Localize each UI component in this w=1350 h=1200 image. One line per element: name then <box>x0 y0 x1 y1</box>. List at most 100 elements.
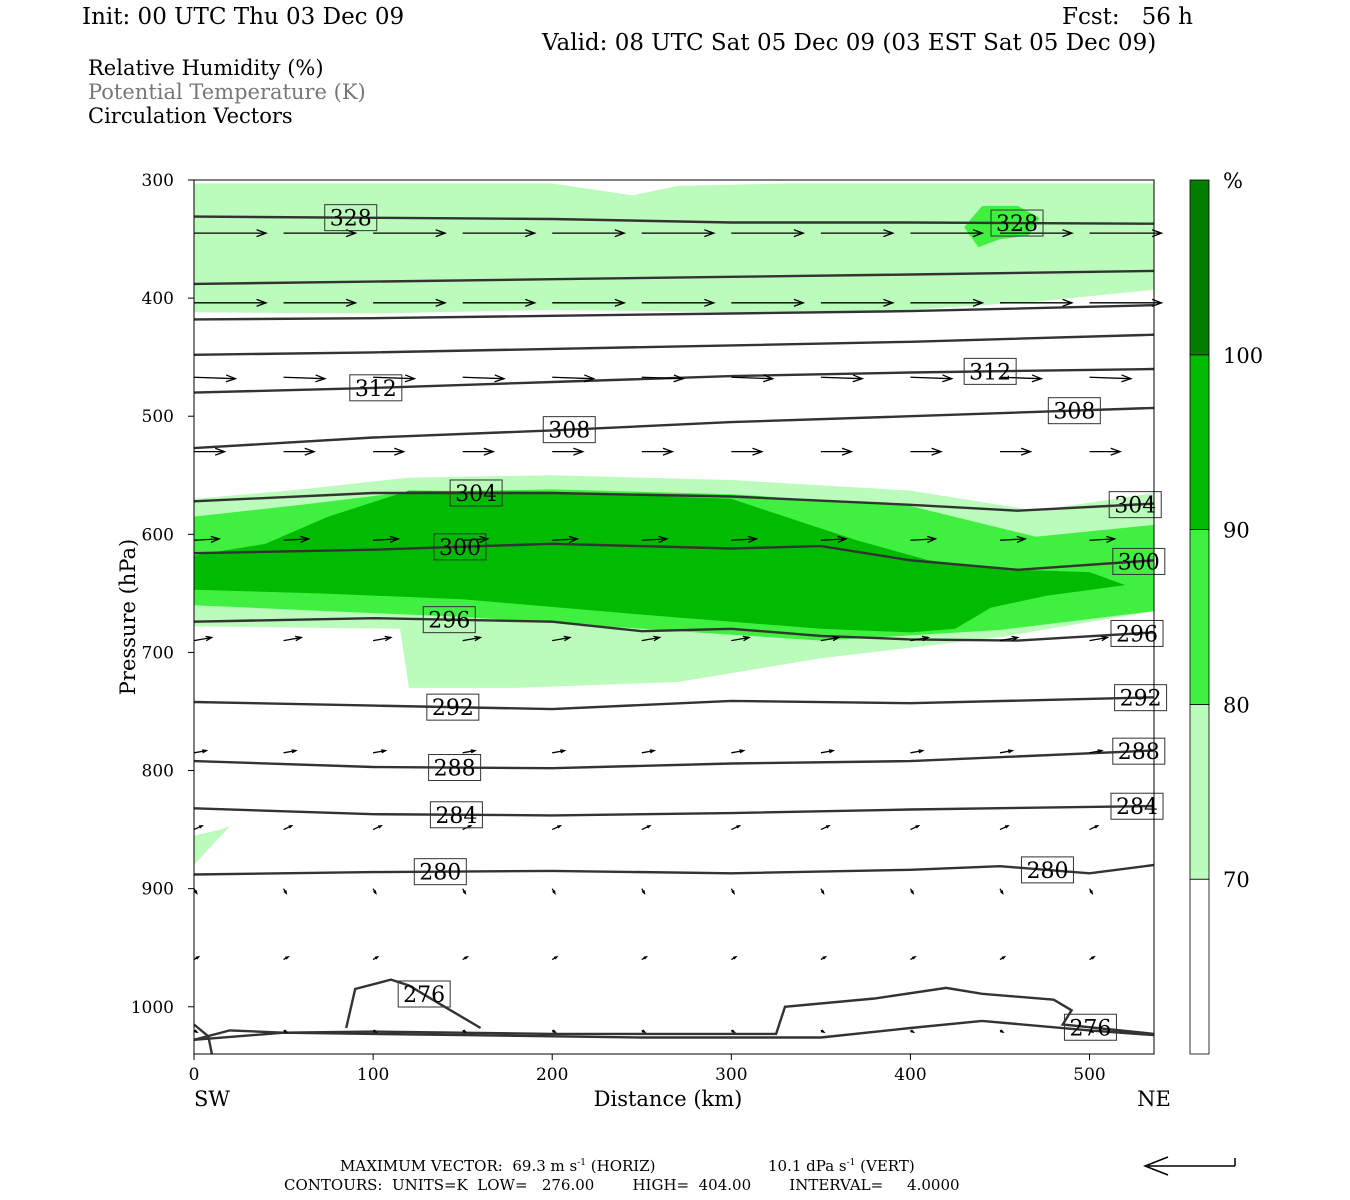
vector-head <box>214 447 227 456</box>
footer-max-vector: MAXIMUM VECTOR: 69.3 m s-1 (HORIZ) <box>340 1157 656 1175</box>
vector-head <box>915 824 921 829</box>
vector-shaft <box>193 376 236 380</box>
vector-head <box>374 955 380 960</box>
x-axis-title: Distance (km) <box>594 1087 743 1111</box>
y-tick-label: 900 <box>142 880 174 900</box>
colorbar-segment <box>1189 704 1210 880</box>
contour-label-box <box>413 858 467 886</box>
valid-time: Valid: 08 UTC Sat 05 Dec 09 (03 EST Sat … <box>542 30 1157 56</box>
y-tick-label: 600 <box>142 525 174 545</box>
contour-label: 276 <box>403 983 445 1008</box>
vector-head <box>910 890 915 895</box>
vector-head <box>304 447 317 456</box>
x-right-label: NE <box>1137 1087 1171 1111</box>
vector-head <box>1020 447 1033 456</box>
vector-head <box>931 447 943 456</box>
vector-head <box>283 1029 289 1034</box>
vector-head <box>731 1029 737 1034</box>
contour-label-box <box>1112 737 1166 765</box>
vector-shaft <box>462 749 476 754</box>
vector-head <box>646 824 652 829</box>
vector-head <box>1151 298 1164 307</box>
y-tick-label: 1000 <box>131 998 174 1018</box>
vector-shaft <box>910 376 952 380</box>
vector-shaft <box>820 538 847 541</box>
y-tick-label: 400 <box>142 289 174 309</box>
colorbar-tick-label: 80 <box>1223 693 1250 717</box>
contour-label-box <box>433 533 487 561</box>
vector-head <box>494 374 506 383</box>
vector-shaft <box>731 376 773 380</box>
vector-head <box>742 635 751 642</box>
theta-contour <box>193 333 1155 356</box>
contour-label: 296 <box>428 609 470 634</box>
vector-head <box>583 374 596 383</box>
theta-contour <box>193 749 1155 770</box>
vector-shaft <box>462 636 481 642</box>
vector-head <box>195 955 201 960</box>
vector-head <box>462 890 467 895</box>
theta-contour <box>193 542 1155 572</box>
contour-label-box <box>429 801 483 829</box>
vector-shaft <box>1089 636 1108 642</box>
contour-label-box <box>1110 792 1164 820</box>
x-tick-label: 200 <box>536 1065 568 1085</box>
vector-head <box>1106 535 1117 543</box>
contour-label-layer: 328 328 312 312 308 308 304 304 300 300 296 296 292 2… <box>324 204 1168 1041</box>
vector-head <box>1004 824 1010 829</box>
vector-shaft <box>372 636 391 642</box>
vector-head <box>553 955 559 960</box>
vector-head <box>560 749 567 754</box>
contour-label: 304 <box>1114 494 1156 519</box>
y-tick-label: 300 <box>142 171 174 191</box>
vector-head <box>194 1029 199 1034</box>
contour-label: 292 <box>432 696 474 721</box>
vector-head <box>384 635 393 642</box>
vector-head <box>793 229 806 238</box>
contour-label: 288 <box>434 757 476 782</box>
y-axis-title: Pressure (hPa) <box>116 539 140 695</box>
vector-head <box>294 635 304 642</box>
plot-frame <box>193 179 1155 1055</box>
vector-head <box>926 535 938 543</box>
vector-head <box>381 749 388 754</box>
vector-head <box>883 298 895 307</box>
vector-head <box>1121 374 1133 383</box>
vector-shaft <box>283 376 325 380</box>
vector-head <box>1091 955 1096 960</box>
vector-head <box>841 447 854 456</box>
vector-shaft <box>820 636 839 642</box>
vector-head <box>198 824 204 829</box>
vector-shaft <box>1089 376 1131 380</box>
colorbar-tick-label: 100 <box>1223 344 1263 368</box>
vector-head <box>1011 635 1020 642</box>
colorbar-segment <box>1189 878 1210 1055</box>
theta-contour <box>193 1019 1155 1041</box>
vector-head <box>918 749 925 754</box>
vector-shaft <box>373 376 415 380</box>
vector-head <box>852 374 865 383</box>
axes-layer: 0 100 200 300 400 500 300 400 500 600 700 800 900 100… <box>116 171 1171 1111</box>
vector-shaft <box>1089 749 1103 754</box>
x-tick-label: 100 <box>357 1065 389 1085</box>
contour-label-box <box>1063 1013 1117 1041</box>
theta-contour <box>193 304 1155 321</box>
vector-head <box>732 955 738 960</box>
theta-contour <box>193 804 1155 817</box>
vector-head <box>641 1029 647 1034</box>
vector-head <box>643 955 649 960</box>
contour-label: 312 <box>355 377 397 402</box>
vector-head <box>972 298 985 307</box>
x-left-label: SW <box>194 1087 230 1111</box>
vector-head <box>1031 374 1044 383</box>
contour-label-box <box>542 416 596 444</box>
vector-head <box>820 890 825 895</box>
vector-shaft <box>372 749 386 754</box>
legend-relative-humidity: Relative Humidity (%) <box>88 56 324 80</box>
vector-head <box>464 955 469 960</box>
vector-shaft <box>373 538 399 541</box>
x-tick-label: 400 <box>894 1065 926 1085</box>
vector-head <box>552 890 556 895</box>
vector-shaft <box>731 636 750 642</box>
